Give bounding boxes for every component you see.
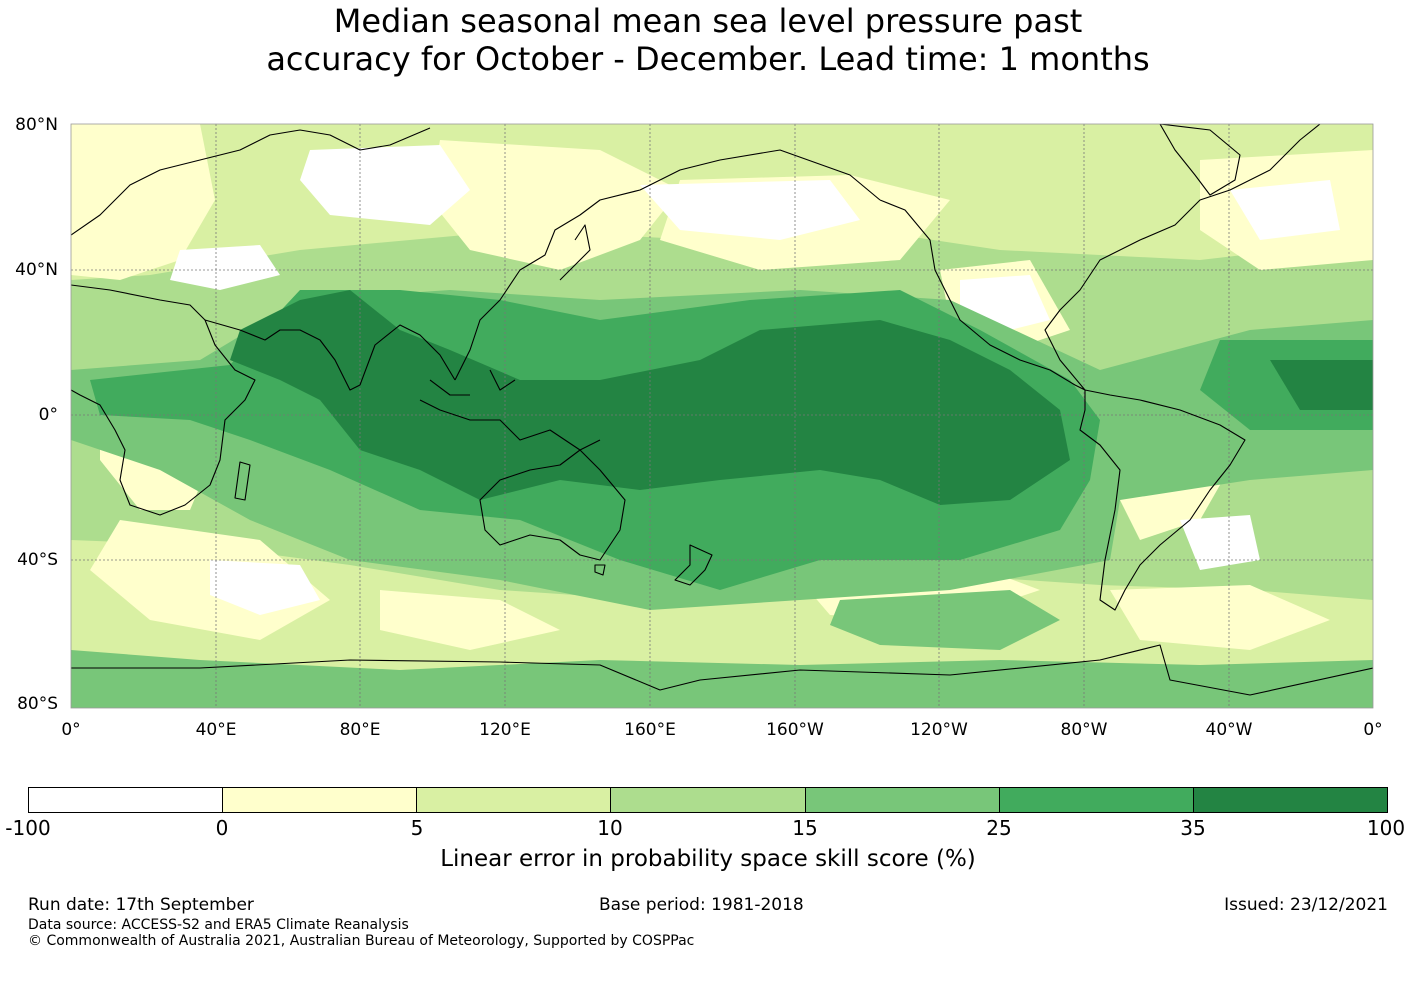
lon-label-120e: 120°E	[479, 720, 531, 740]
lat-label-40n: 40°N	[15, 260, 58, 280]
lat-label-40s: 40°S	[17, 550, 58, 570]
lon-label-80w: 80°W	[1060, 720, 1108, 740]
colorbar-tick: 5	[410, 816, 424, 840]
colorbar-swatch	[805, 788, 1000, 812]
coast-greenland	[1159, 124, 1241, 196]
coast-arabia-india	[204, 319, 456, 391]
colorbar-tick: 0	[215, 816, 229, 840]
coast-japan	[559, 224, 591, 281]
coast-north-america	[879, 124, 1321, 391]
lon-label-40e: 40°E	[195, 720, 237, 740]
colorbar-tick: -100	[5, 816, 51, 840]
map-frame	[70, 123, 1374, 709]
coast-south-america	[1079, 389, 1246, 611]
colorbar-swatch	[999, 788, 1194, 812]
coast-australia	[479, 449, 626, 561]
colorbar-swatch	[29, 788, 224, 812]
lon-label-160w: 160°W	[766, 720, 824, 740]
lon-label-0w: 0°	[1363, 720, 1383, 740]
lon-label-160e: 160°E	[624, 720, 676, 740]
coast-madagascar	[234, 461, 251, 501]
lon-label-80e: 80°E	[339, 720, 381, 740]
data-source: Data source: ACCESS-S2 and ERA5 Climate …	[28, 917, 409, 933]
issued-date: Issued: 23/12/2021	[1224, 895, 1388, 915]
coast-antarctica	[71, 644, 1373, 696]
colorbar-label: Linear error in probability space skill …	[440, 846, 976, 872]
skill-score-map	[70, 123, 1374, 709]
colorbar-swatch	[417, 788, 612, 812]
colorbar-swatch	[223, 788, 418, 812]
title-line-2: accuracy for October - December. Lead ti…	[266, 40, 1150, 78]
coast-new-zealand	[674, 544, 713, 586]
run-date: Run date: 17th September	[28, 895, 254, 915]
colorbar-swatch	[611, 788, 806, 812]
coast-europe	[71, 127, 431, 236]
colorbar-tick: 35	[1180, 816, 1206, 840]
coast-tasmania	[594, 564, 606, 576]
lat-label-80s: 80°S	[17, 694, 58, 714]
title-line-1: Median seasonal mean sea level pressure …	[333, 2, 1083, 40]
lon-label-40w: 40°W	[1205, 720, 1253, 740]
lon-label-0e: 0°	[61, 720, 81, 740]
colorbar-swatch	[1193, 788, 1387, 812]
lon-label-120w: 120°W	[910, 720, 968, 740]
copyright: © Commonwealth of Australia 2021, Austra…	[28, 933, 695, 949]
coast-asia-east	[454, 149, 881, 381]
map-gridlines	[71, 124, 1373, 708]
chart-title: Median seasonal mean sea level pressure …	[0, 2, 1416, 78]
coastlines	[71, 124, 1373, 696]
base-period: Base period: 1981-2018	[599, 895, 804, 915]
colorbar-tick: 10	[597, 816, 623, 840]
coast-maritime	[419, 369, 601, 451]
lat-label-0: 0°	[38, 405, 58, 425]
skill-field-layer	[71, 124, 1373, 708]
colorbar-tick: 100	[1366, 816, 1406, 840]
coast-africa-europe	[71, 284, 256, 516]
lat-label-80n: 80°N	[15, 115, 58, 135]
colorbar-tick: 15	[792, 816, 818, 840]
colorbar-tick: 25	[986, 816, 1012, 840]
colorbar	[28, 787, 1388, 813]
